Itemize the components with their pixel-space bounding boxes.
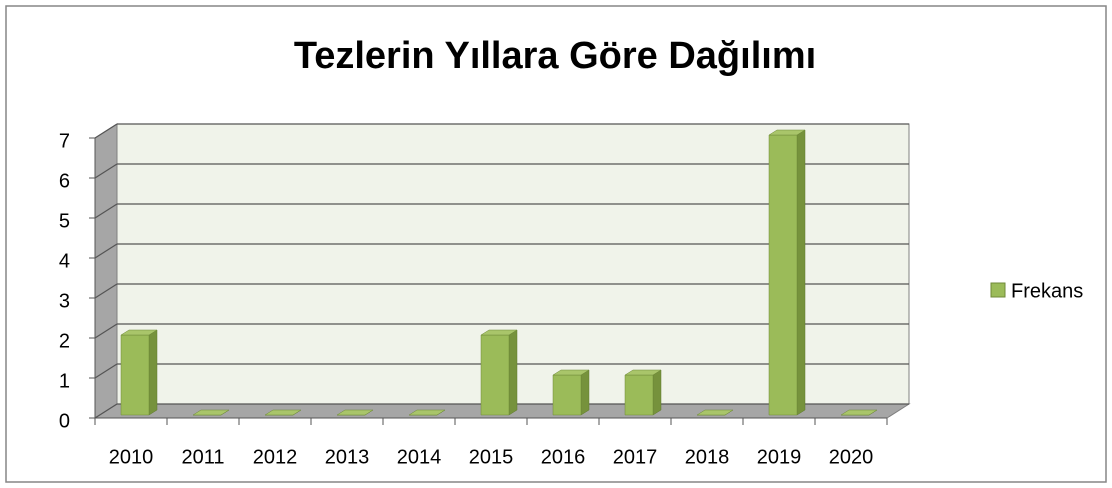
bar: [696, 409, 734, 416]
y-tick-label: 1: [59, 370, 70, 392]
bar: [408, 409, 446, 416]
bar: [552, 369, 590, 416]
side-grid-line: [94, 203, 118, 219]
legend-swatch: [990, 282, 1006, 298]
y-tick-label: 5: [59, 210, 70, 232]
side-grid-line: [94, 283, 118, 299]
bar-top: [120, 329, 158, 336]
bar-side: [652, 369, 662, 416]
bar-side: [580, 369, 590, 416]
side-grid-line: [94, 403, 118, 419]
bar-top: [264, 409, 302, 416]
bar-top: [840, 409, 878, 416]
bar-top: [192, 409, 230, 416]
x-tick-label: 2014: [397, 446, 442, 468]
bar: [624, 369, 662, 416]
bar-side: [796, 129, 806, 416]
x-tick-label: 2010: [109, 446, 154, 468]
bar-top: [336, 409, 374, 416]
side-grid-line: [94, 363, 118, 379]
x-tick-label: 2012: [253, 446, 298, 468]
chart-title: Tezlerin Yıllara Göre Dağılımı: [294, 35, 816, 77]
side-grid-line: [94, 123, 118, 139]
x-tick-label: 2019: [757, 446, 802, 468]
bar: [768, 129, 806, 416]
x-tick-label: 2013: [325, 446, 370, 468]
bar-top: [768, 129, 806, 136]
x-tick-label: 2020: [829, 446, 874, 468]
y-tick-label: 0: [59, 410, 70, 432]
x-tick-label: 2018: [685, 446, 730, 468]
side-wall: [94, 123, 118, 419]
bar-top: [696, 409, 734, 416]
y-tick-label: 3: [59, 290, 70, 312]
side-grid-line: [94, 243, 118, 259]
bar: [480, 329, 518, 416]
y-tick-label: 2: [59, 330, 70, 352]
bar-top: [480, 329, 518, 336]
bar: [192, 409, 230, 416]
y-tick-label: 7: [59, 130, 70, 152]
y-tick-label: 4: [59, 250, 70, 272]
bar-side: [508, 329, 518, 416]
bar-front: [480, 334, 510, 416]
bar: [264, 409, 302, 416]
bar-top: [624, 369, 662, 376]
bar: [120, 329, 158, 416]
bar-top: [552, 369, 590, 376]
x-tick-label: 2011: [181, 446, 224, 468]
x-tick-label: 2016: [541, 446, 586, 468]
bar: [336, 409, 374, 416]
x-tick-label: 2015: [469, 446, 514, 468]
legend-label: Frekans: [1011, 280, 1083, 302]
bar-front: [552, 374, 582, 416]
bar-front: [624, 374, 654, 416]
side-grid-line: [94, 323, 118, 339]
bar-front: [120, 334, 150, 416]
bar-front: [768, 134, 798, 416]
bar-top: [408, 409, 446, 416]
side-grid-line: [94, 163, 118, 179]
bar-side: [148, 329, 158, 416]
x-tick-label: 2017: [613, 446, 658, 468]
y-tick-label: 6: [59, 170, 70, 192]
bar: [840, 409, 878, 416]
